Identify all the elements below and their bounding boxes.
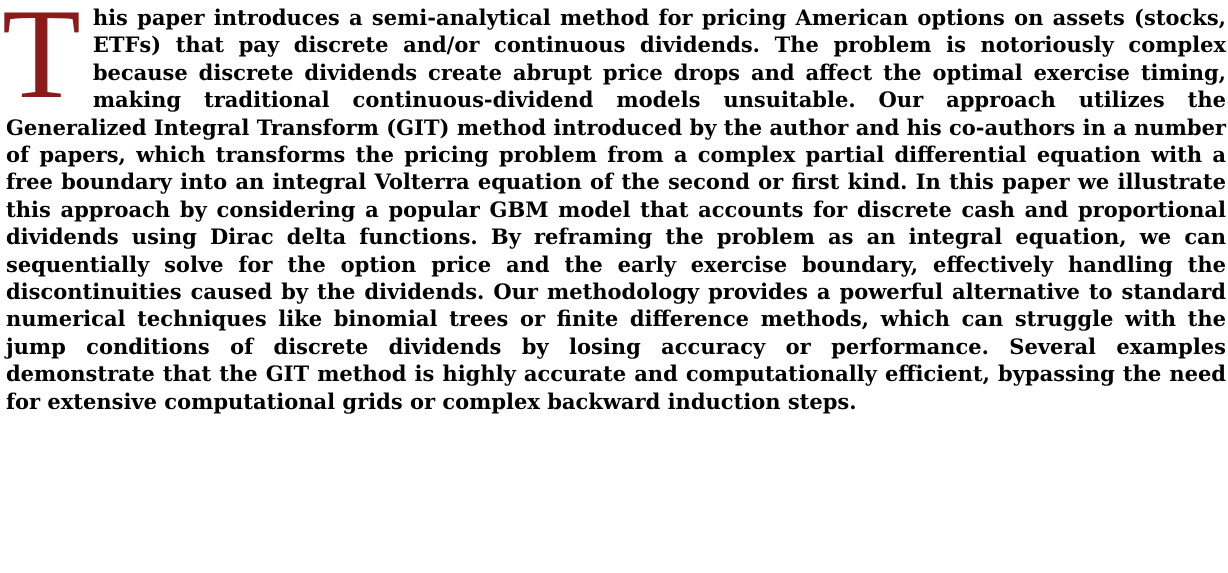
abstract-paragraph: T his paper introduces a semi-analytical…: [2, 0, 1226, 415]
abstract-text: his paper introduces a semi-analytical m…: [6, 5, 1226, 414]
dropcap-letter: T: [2, 0, 81, 125]
